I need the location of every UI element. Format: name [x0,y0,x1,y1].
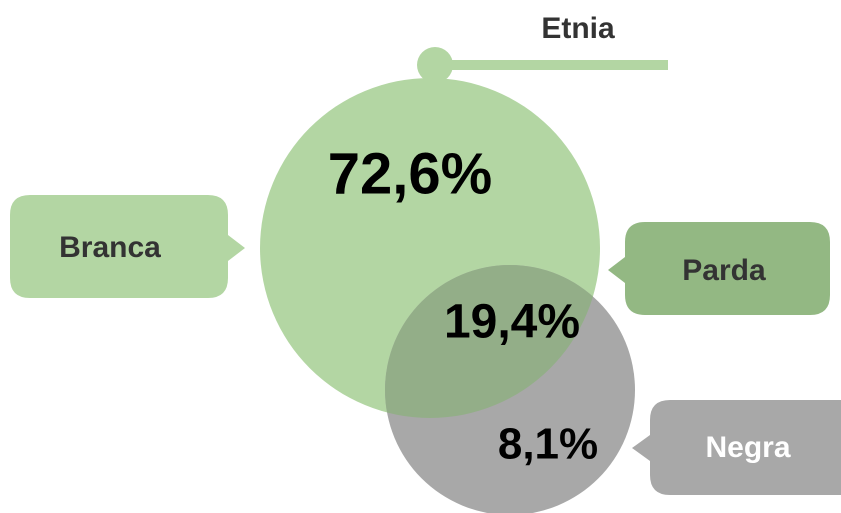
branca-callout [10,195,245,298]
parda-overlap [385,265,600,418]
parda-label: Parda [682,254,766,287]
title: Etnia [541,12,615,45]
parda-callout [608,222,830,315]
negra-percent: 8,1% [498,420,598,469]
parda-percent: 19,4% [444,296,580,349]
branca-label: Branca [59,231,161,264]
negra-callout [632,400,841,495]
negra-label: Negra [705,431,790,464]
branca-percent: 72,6% [328,141,492,206]
slider-knob [417,47,453,83]
